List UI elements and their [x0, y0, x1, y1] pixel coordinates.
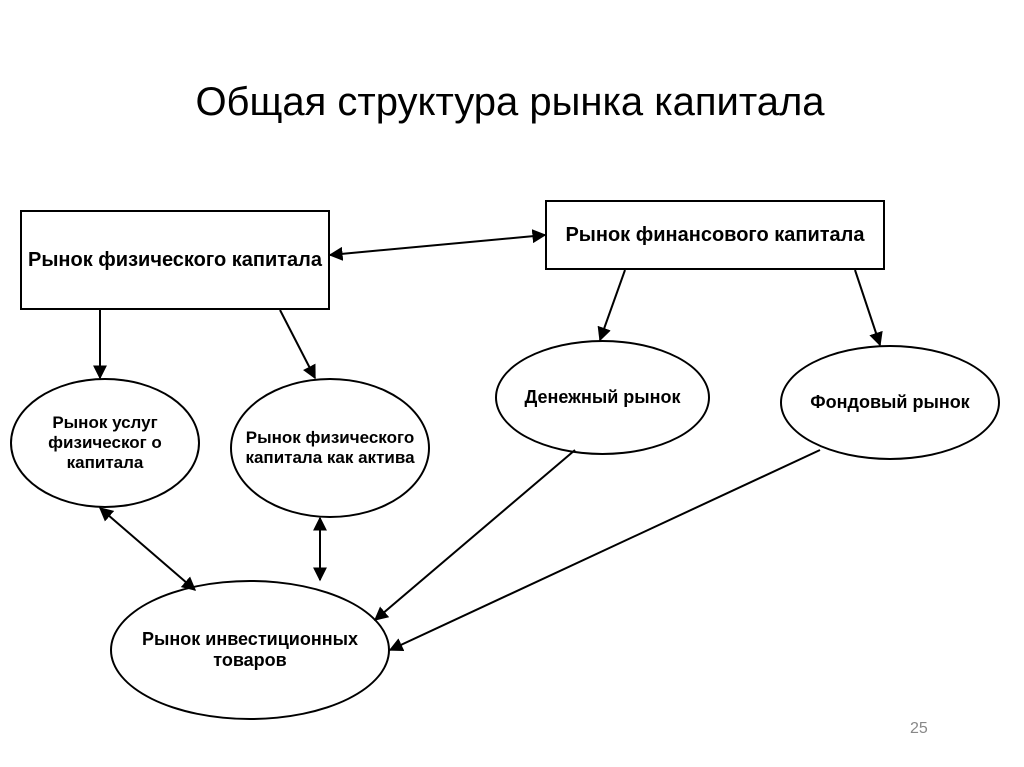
node-financial-capital: Рынок финансового капитала: [545, 200, 885, 270]
node-label: Фондовый рынок: [810, 392, 969, 413]
node-physical-asset: Рынок физического капитала как актива: [230, 378, 430, 518]
node-label: Денежный рынок: [524, 387, 680, 408]
node-label: Рынок финансового капитала: [565, 224, 864, 247]
node-money-market: Денежный рынок: [495, 340, 710, 455]
diagram-title: Общая структура рынка капитала: [70, 80, 950, 125]
node-physical-services: Рынок услуг физическог о капитала: [10, 378, 200, 508]
node-stock-market: Фондовый рынок: [780, 345, 1000, 460]
page-number: 25: [910, 720, 928, 738]
node-investment-goods: Рынок инвестиционных товаров: [110, 580, 390, 720]
node-label: Рынок физического капитала: [28, 249, 322, 272]
node-label: Рынок физического капитала как актива: [242, 428, 418, 468]
node-label: Рынок услуг физическог о капитала: [22, 413, 188, 473]
node-physical-capital: Рынок физического капитала: [20, 210, 330, 310]
node-label: Рынок инвестиционных товаров: [122, 629, 378, 671]
